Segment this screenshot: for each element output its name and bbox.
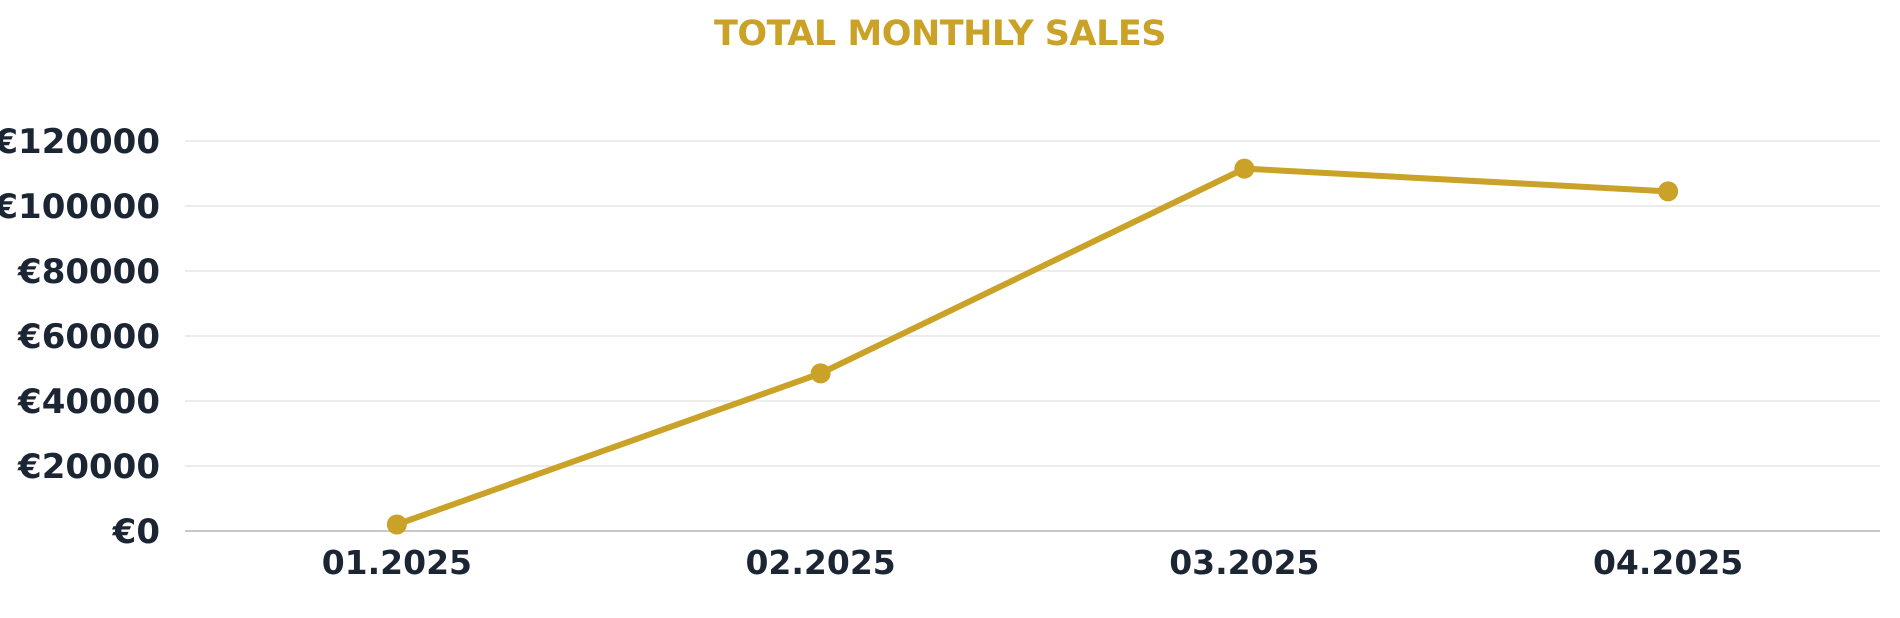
x-tick-label: 04.2025 <box>1593 543 1743 582</box>
x-tick-label: 01.2025 <box>322 543 472 582</box>
x-tick-label: 03.2025 <box>1169 543 1319 582</box>
series-layer <box>386 158 1679 535</box>
y-tick-label: €20000 <box>17 447 160 487</box>
y-tick-label: €40000 <box>17 382 160 422</box>
y-tick-label: €120000 <box>0 122 160 162</box>
y-tick-label: €0 <box>112 512 160 552</box>
series-line <box>393 165 1672 528</box>
data-point <box>1234 158 1255 179</box>
y-tick-label: €80000 <box>17 252 160 292</box>
x-axis-ticks: 01.2025 02.2025 03.2025 04.2025 <box>322 543 1744 582</box>
data-point <box>810 363 831 384</box>
grid-lines <box>185 140 1880 532</box>
chart-title: TOTAL MONTHLY SALES <box>714 14 1167 54</box>
data-point <box>1658 181 1679 202</box>
y-axis-ticks: €0 €20000 €40000 €60000 €80000 €100000 €120000 <box>0 122 160 552</box>
y-tick-label: €60000 <box>17 317 160 357</box>
x-tick-label: 02.2025 <box>745 543 895 582</box>
y-tick-label: €100000 <box>0 187 160 227</box>
data-point <box>386 514 407 535</box>
